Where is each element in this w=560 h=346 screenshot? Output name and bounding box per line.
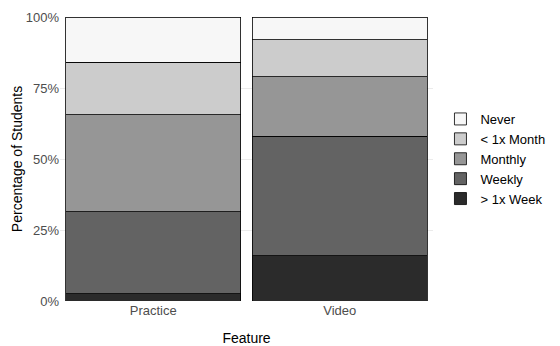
svg-text:50%: 50% [33, 152, 59, 167]
svg-text:< 1x Month: < 1x Month [480, 132, 545, 147]
svg-text:Practice: Practice [130, 303, 177, 318]
svg-text:Monthly: Monthly [480, 152, 526, 167]
svg-text:Feature: Feature [222, 330, 270, 346]
svg-text:Video: Video [323, 303, 356, 318]
svg-text:0%: 0% [40, 294, 59, 309]
svg-text:> 1x Week: > 1x Week [480, 192, 542, 207]
svg-text:Weekly: Weekly [480, 172, 523, 187]
svg-text:25%: 25% [33, 223, 59, 238]
svg-text:100%: 100% [26, 10, 60, 25]
svg-text:75%: 75% [33, 81, 59, 96]
svg-text:Never: Never [480, 112, 515, 127]
svg-text:Percentage of Students: Percentage of Students [9, 86, 25, 232]
